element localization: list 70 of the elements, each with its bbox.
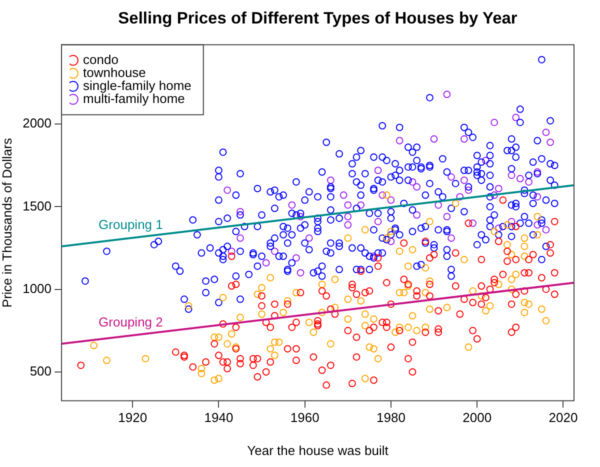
point <box>508 218 516 226</box>
point <box>494 184 502 192</box>
series-label: Grouping 2 <box>98 314 163 330</box>
point <box>534 221 542 229</box>
point <box>448 173 455 181</box>
point <box>305 234 313 242</box>
point <box>288 201 296 209</box>
point <box>542 226 550 234</box>
point <box>460 135 468 143</box>
point <box>292 254 300 262</box>
x-tick-label: 1980 <box>376 410 406 426</box>
point <box>443 90 451 98</box>
point <box>378 191 386 199</box>
point <box>482 156 490 164</box>
point <box>508 172 516 180</box>
point <box>430 135 438 143</box>
y-tick-label: 1500 <box>22 198 52 214</box>
point <box>296 212 304 220</box>
point <box>387 238 395 246</box>
series-label: Grouping 1 <box>98 217 163 232</box>
point <box>434 201 442 209</box>
legend-label: single-family home <box>83 78 192 93</box>
point <box>413 183 421 191</box>
y-axis-title: Price in Thousands of Dollars <box>0 138 14 308</box>
point <box>456 193 464 200</box>
point <box>374 166 382 174</box>
y-tick-label: 1000 <box>22 280 52 296</box>
point <box>387 196 395 204</box>
point <box>494 224 502 232</box>
point <box>460 176 468 184</box>
point <box>357 201 365 209</box>
point <box>236 208 244 216</box>
point <box>296 269 304 276</box>
chart-title: Selling Prices of Different Types of Houses by Year <box>118 9 518 28</box>
point <box>340 191 348 199</box>
point <box>344 201 352 209</box>
point <box>262 259 270 267</box>
point <box>546 138 554 146</box>
x-tick-label: 1940 <box>204 410 234 426</box>
x-axis-title: Year the house was built <box>247 442 389 458</box>
point <box>344 212 352 220</box>
y-tick-label: 500 <box>30 363 52 378</box>
point <box>448 234 455 242</box>
point <box>396 136 404 144</box>
point <box>326 176 334 184</box>
point <box>374 218 382 226</box>
point <box>512 114 520 122</box>
point <box>516 174 524 182</box>
y-tick-label: 2000 <box>22 116 52 131</box>
point <box>413 211 421 219</box>
x-tick-label: 1920 <box>118 410 148 426</box>
point <box>469 220 476 227</box>
legend-label: condo <box>83 52 118 67</box>
x-tick-label: 1960 <box>290 410 320 426</box>
x-tick-label: 2000 <box>462 410 492 426</box>
point <box>270 248 278 255</box>
point <box>228 248 236 255</box>
legend-label: townhouse <box>83 64 146 80</box>
point <box>344 221 352 229</box>
point <box>490 191 498 199</box>
point <box>534 193 542 200</box>
point <box>464 186 472 194</box>
point <box>490 118 498 126</box>
point <box>224 186 232 194</box>
point <box>525 178 532 186</box>
point <box>236 234 244 242</box>
point <box>443 212 451 220</box>
x-tick-label: 2020 <box>548 410 578 426</box>
point <box>542 128 550 136</box>
point <box>408 178 416 186</box>
